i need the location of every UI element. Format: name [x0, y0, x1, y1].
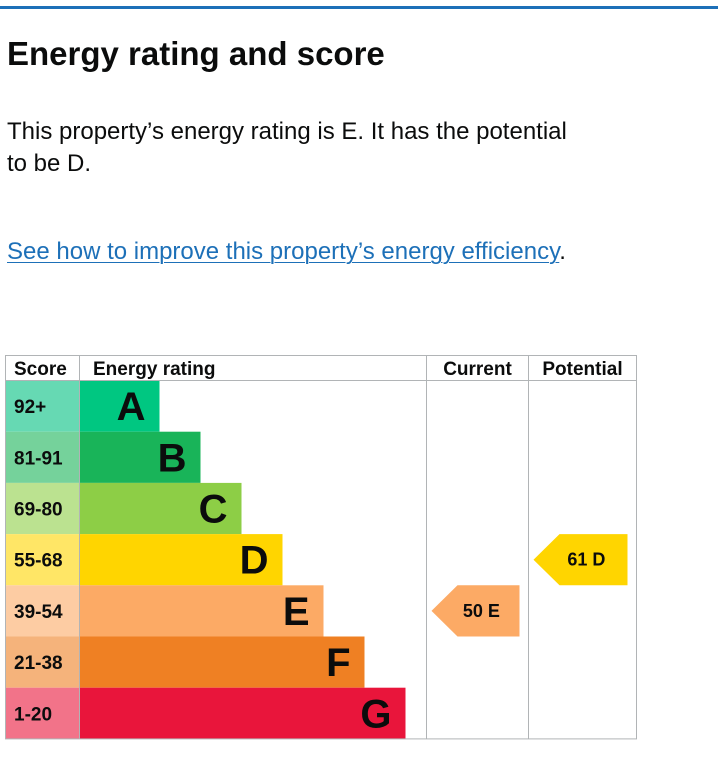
score-cell	[5, 482, 80, 535]
rating-bar	[79, 636, 365, 688]
current-rating-label: 50 E	[463, 601, 500, 621]
score-range-label: 69-80	[14, 500, 63, 521]
rating-letter: F	[326, 641, 350, 685]
score-cell	[5, 636, 80, 688]
column-header-score: Score	[14, 359, 67, 380]
score-range-label: 39-54	[14, 602, 63, 623]
improve-efficiency-link[interactable]: See how to improve this property’s energ…	[7, 238, 560, 265]
rating-bar	[79, 687, 406, 739]
potential-rating-label: 61 D	[567, 550, 605, 570]
energy-rating-chart: 92+ A 81-91 B 69-80 C 55-68 D 39-54 E 21-38 F 1-20 G S…	[5, 355, 637, 740]
score-cell	[5, 380, 80, 432]
improve-paragraph: See how to improve this property’s energ…	[7, 237, 567, 267]
improve-link-suffix: .	[559, 238, 566, 265]
rating-bar	[79, 585, 324, 637]
column-header-potential: Potential	[542, 359, 622, 380]
chart-border	[5, 355, 637, 740]
score-cell	[5, 585, 80, 637]
potential-rating-arrow	[533, 534, 628, 586]
current-rating-arrow	[431, 585, 520, 637]
rating-letter: B	[158, 436, 187, 480]
rating-bar	[79, 482, 242, 535]
rating-letter: C	[199, 488, 228, 532]
rating-letter: A	[117, 385, 146, 429]
page-title: Energy rating and score	[7, 35, 385, 72]
rating-bar	[79, 534, 283, 586]
column-header-energy-rating: Energy rating	[93, 359, 215, 380]
score-range-label: 92+	[14, 397, 46, 418]
score-cell	[5, 687, 80, 739]
rating-bar	[79, 380, 160, 432]
score-cell	[5, 534, 80, 586]
score-range-label: 21-38	[14, 653, 63, 674]
score-range-label: 1-20	[14, 704, 52, 725]
score-range-label: 81-91	[14, 448, 63, 469]
rating-letter: E	[283, 590, 310, 634]
top-rule	[0, 6, 718, 9]
score-range-label: 55-68	[14, 551, 63, 572]
rating-summary: This property’s energy rating is E. It h…	[7, 118, 567, 177]
score-cell	[5, 431, 80, 483]
rating-letter: D	[240, 539, 269, 583]
rating-bar	[79, 431, 201, 483]
column-header-current: Current	[443, 359, 512, 380]
rating-letter: G	[360, 692, 391, 736]
